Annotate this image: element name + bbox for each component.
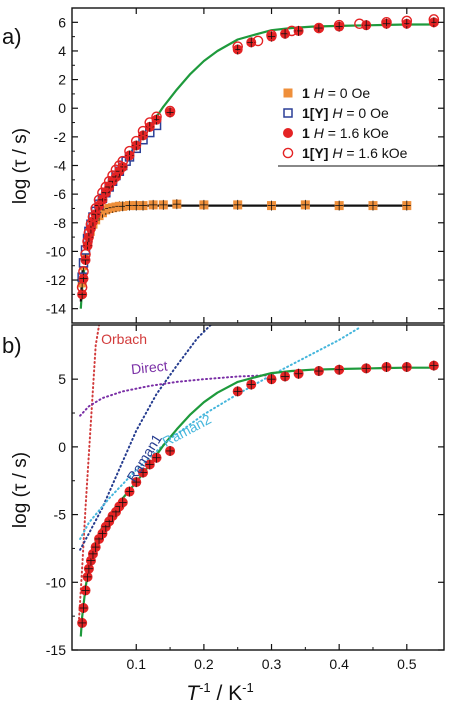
data-point-1YH [76,281,88,293]
data-point-1YH [80,248,91,260]
component-label-direct: Direct [130,358,168,378]
legend-label-1H: 1 H = 1.6 kOe [302,125,389,141]
component-raman1 [79,325,212,551]
data-point-1YH [124,145,135,157]
y-tick-label: -5 [54,507,67,523]
panel-b-ylabel: log (τ / s) [10,452,31,528]
legend-marker-1H [283,128,293,138]
x-axis-title: T-1 / K-1 [186,680,253,705]
component-label-orbach: Orbach [101,331,147,347]
legend-bold-1H: 1 [302,125,310,141]
panel-a-plot-area [76,14,440,309]
x-tick-label: 0.1 [127,656,147,672]
x-axis-title-sup2: -1 [242,680,254,695]
panel-b-label: b) [2,333,22,358]
data-point-1YH [333,19,345,31]
x-axis-title-var: T [186,682,201,705]
panel-b-series-layer [77,325,439,637]
legend-label-1: 1 H = 0 Oe [302,85,370,101]
data-point-1YH [313,22,325,34]
data-point-1YH [266,29,277,41]
data-point-1YH [428,14,440,25]
data-point-1YH [137,125,149,137]
y-tick-label: -4 [54,158,67,174]
legend-marker-1 [283,88,293,98]
data-point-1YH [78,266,89,277]
panel-a-axes: 6 4 2 0 -2 -4 -6 -8 -10 -12 -14 [46,8,444,323]
component-raman2 [79,326,361,540]
panel-a-series-layer [76,14,440,309]
data-point-1YH [107,170,118,181]
legend-marker-1Y [283,108,293,118]
data-point-1YH [100,181,112,193]
component-orbach [77,325,101,624]
y-tick-label: 5 [58,371,66,387]
y-tick-label: -10 [46,243,66,259]
data-point-1YH [401,15,413,27]
data-point-1YH [286,25,298,37]
y-tick-label: 6 [58,14,66,30]
x-axis-title-unit: / K [211,682,243,705]
panel-b-frame [71,324,445,651]
x-axis-title-sup1: -1 [199,680,211,695]
legend-marker-1YH [282,147,294,159]
data-point-1YH [130,135,142,147]
data-point-1YH [103,175,115,187]
y-tick-label: -8 [54,215,67,231]
y-tick-label: -6 [54,186,67,202]
series-1YH [76,14,440,293]
data-point-1YH [354,18,365,30]
panel-a-legend: 1 H = 0 Oe 1[Y] H = 0 Oe 1 H = 1.6 kOe 1[Y]… [278,85,444,167]
legend-bold-1Y: 1[Y] [302,105,328,121]
panel-a: a) 6 4 2 0 -2 -4 -6 -8 -10 -12 -14 log (τ / s) 1 H… [2,7,445,324]
data-point-1YH [97,187,108,199]
y-tick-label: -2 [54,129,67,145]
y-tick-label: -10 [46,574,66,590]
series-1H [77,360,439,628]
panel-b-axes: 5 0 -5 -10 -15 0.1 0.2 0.3 0.4 0.5 [46,325,444,672]
component-direct [79,374,273,417]
y-tick-label: -15 [46,642,66,658]
data-point-1YH [252,35,264,47]
x-tick-label: 0.5 [397,656,417,672]
legend-label-1YH: 1[Y] H = 1.6 kOe [302,145,408,161]
data-point-1YH [151,111,162,123]
data-point-1YH [232,41,244,52]
panel-a-label: a) [2,24,22,49]
y-tick-label: -12 [46,272,66,288]
legend-bold-1: 1 [302,85,310,101]
data-point-1YH [164,105,176,117]
legend-bold-1YH: 1[Y] [302,145,328,161]
y-tick-label: -14 [46,301,66,317]
x-tick-label: 0.2 [194,656,214,672]
data-point-1YH [144,117,156,128]
y-tick-label: 4 [58,43,66,59]
legend-label-1Y: 1[Y] H = 0 Oe [302,105,389,121]
panel-a-ylabel: log (τ / s) [10,128,31,204]
y-tick-label: 0 [58,100,66,116]
data-point-1YH [381,17,392,28]
y-tick-label: 0 [58,439,66,455]
data-point-1YH [85,218,97,230]
x-tick-label: 0.3 [262,656,282,672]
y-tick-label: 2 [58,72,66,88]
data-point-1YH [117,155,129,167]
x-tick-label: 0.4 [329,656,349,672]
